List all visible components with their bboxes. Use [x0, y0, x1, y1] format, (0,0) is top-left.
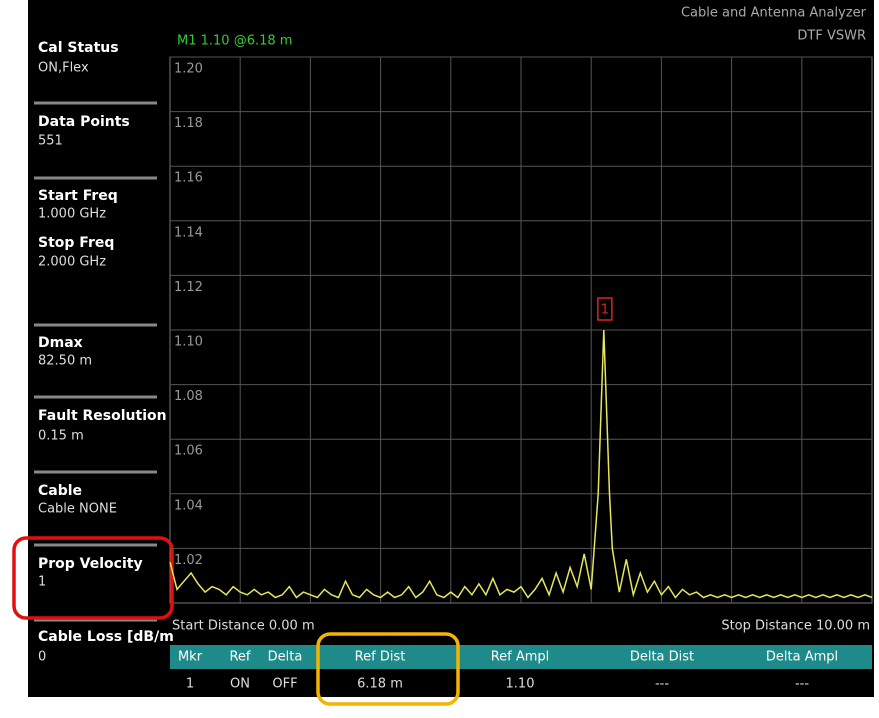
setting-label: Cable	[38, 483, 82, 499]
setting-label: Data Points	[38, 114, 130, 130]
table-header: Delta	[268, 650, 303, 665]
y-tick-label: 1.14	[174, 225, 203, 240]
y-tick-label: 1.06	[174, 444, 203, 459]
setting-value: ON,Flex	[38, 61, 89, 76]
table-cell: ---	[795, 677, 809, 692]
setting-label: Cable Loss [dB/m	[38, 629, 174, 645]
y-tick-label: 1.04	[174, 498, 203, 513]
separators	[34, 101, 157, 622]
setting-value: 1.000 GHz	[38, 207, 106, 222]
marker-readout: M1 1.10 @6.18 m	[177, 34, 292, 49]
table-header: Delta Ampl	[766, 650, 838, 665]
setting-value: 82.50 m	[38, 354, 92, 369]
trace	[169, 329, 873, 599]
table-cell: OFF	[272, 677, 297, 692]
y-tick-label: 1.02	[174, 553, 203, 568]
table-cell: 6.18 m	[357, 677, 403, 692]
instrument-name: Cable and Antenna Analyzer	[681, 6, 867, 21]
mode: DTF VSWR	[797, 29, 866, 44]
setting-label: Fault Resolution	[38, 408, 167, 424]
table-header: Delta Dist	[630, 650, 694, 665]
setting-label: Dmax	[38, 335, 83, 351]
table-cell: 1.10	[506, 677, 535, 692]
start-distance: Start Distance 0.00 m	[172, 619, 315, 634]
table-header-bg	[170, 645, 872, 669]
setting-label: Start Freq	[38, 188, 118, 204]
y-tick-label: 1.08	[174, 389, 203, 404]
table-header: Ref Ampl	[491, 650, 550, 665]
y-tick-label: 1.16	[174, 171, 203, 186]
setting-label: Prop Velocity	[38, 556, 143, 572]
highlight-prop-velocity	[12, 536, 174, 620]
setting-value: 0	[38, 650, 46, 665]
table-cell: 1	[186, 677, 194, 692]
y-tick-label: 1.12	[174, 280, 203, 295]
marker-label: 1	[601, 303, 609, 318]
highlight-ref-dist	[316, 632, 460, 706]
table-header: Mkr	[178, 650, 203, 665]
marker-box	[597, 297, 613, 321]
table-cell: ON	[230, 677, 250, 692]
setting-value: Cable NONE	[38, 502, 117, 517]
table-header: Ref	[229, 650, 250, 665]
setting-value: 551	[38, 134, 63, 149]
y-tick-label: 1.20	[174, 62, 203, 77]
stop-distance: Stop Distance 10.00 m	[721, 619, 870, 634]
table-header: Ref Dist	[355, 650, 406, 665]
setting-value: 2.000 GHz	[38, 255, 106, 270]
table-cell: ---	[655, 677, 669, 692]
setting-value: 1	[38, 575, 46, 590]
y-tick-label: 1.10	[174, 335, 203, 350]
setting-value: 0.15 m	[38, 429, 84, 444]
y-tick-label: 1.18	[174, 116, 203, 131]
setting-label: Cal Status	[38, 40, 119, 56]
setting-label: Stop Freq	[38, 235, 114, 251]
